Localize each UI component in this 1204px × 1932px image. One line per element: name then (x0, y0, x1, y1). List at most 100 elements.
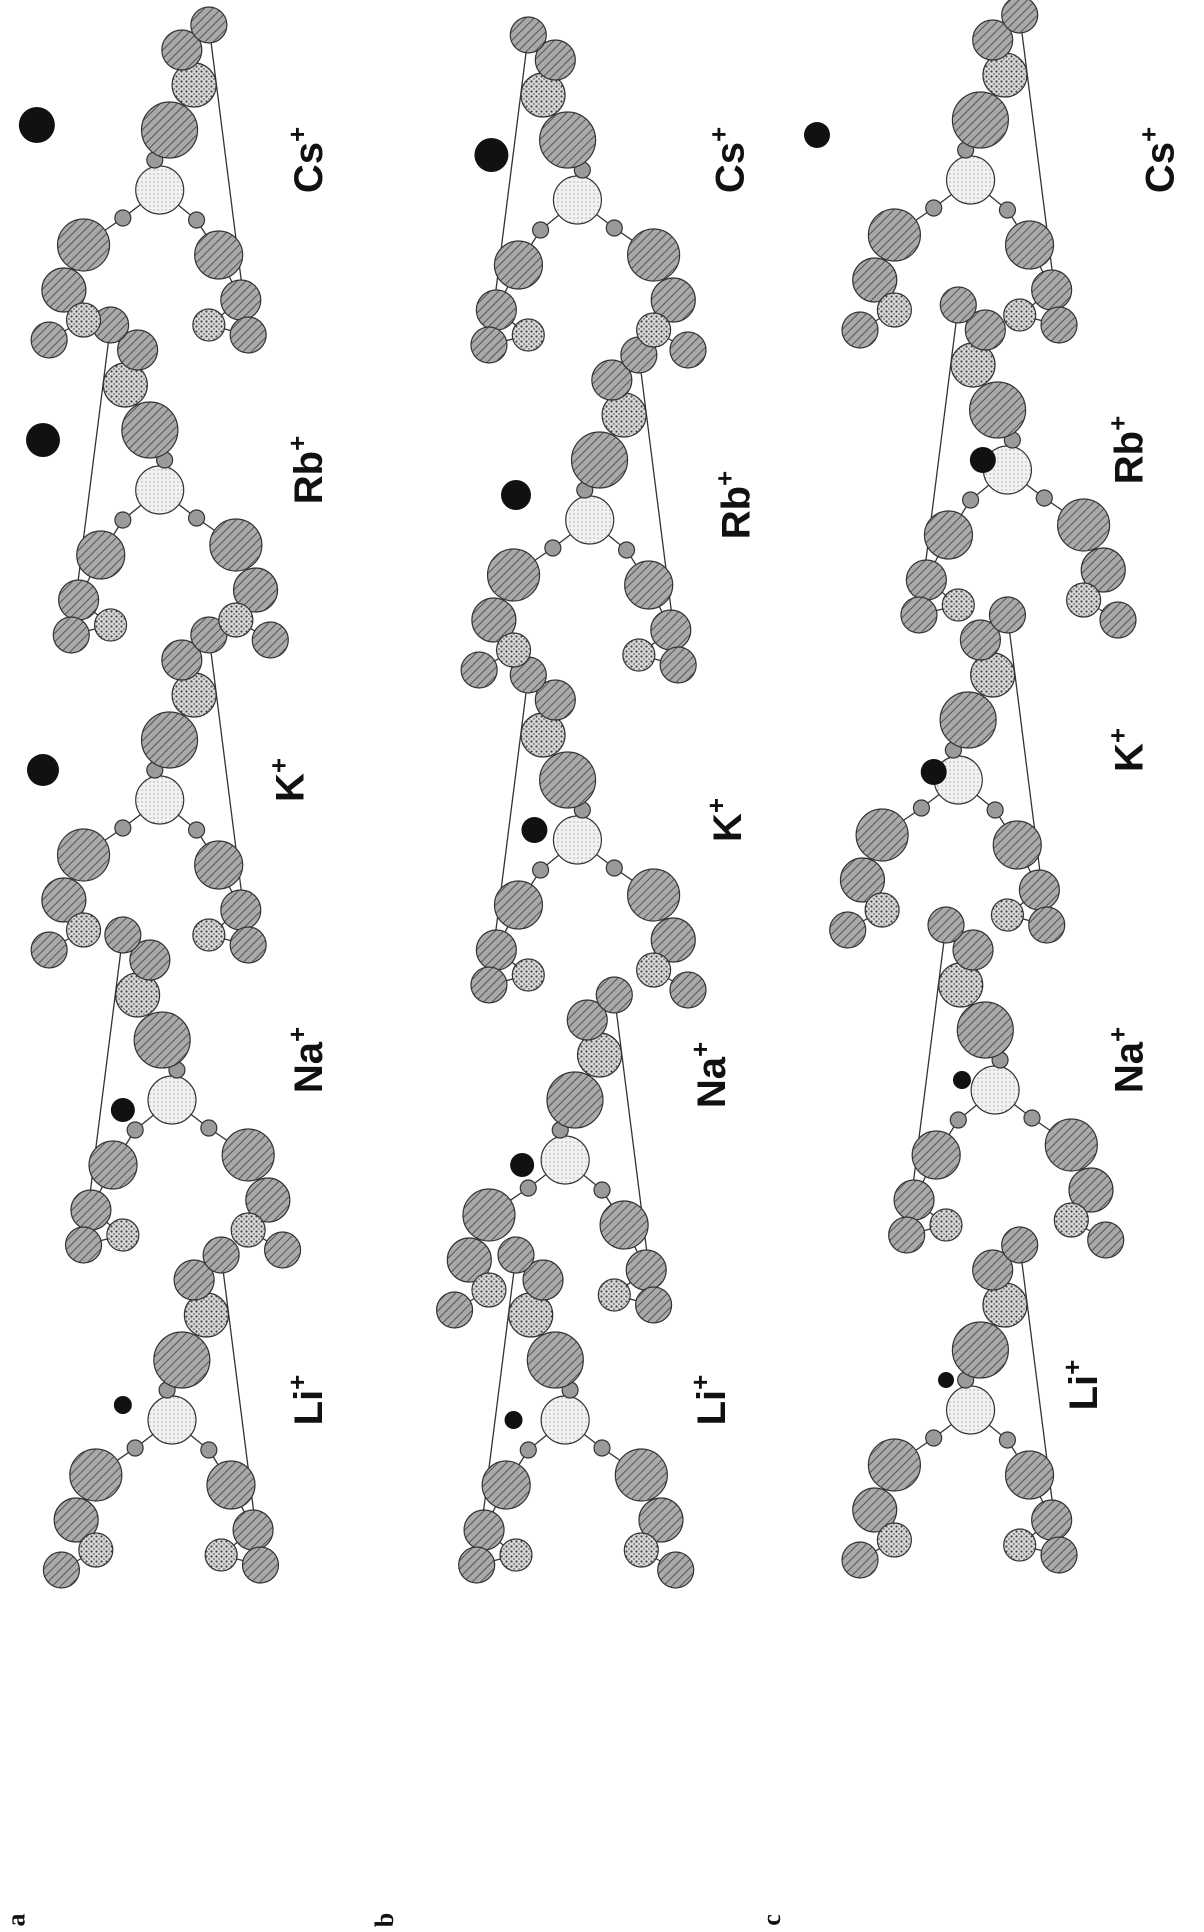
atom (252, 622, 288, 658)
atom (1045, 1119, 1097, 1171)
atom (482, 1461, 530, 1509)
metal-ion (921, 759, 947, 785)
atom (566, 496, 614, 544)
atom (1054, 1203, 1088, 1237)
atom (600, 1201, 648, 1249)
metal-ion (27, 754, 59, 786)
atom (461, 652, 497, 688)
atom (79, 1533, 113, 1567)
atom (901, 597, 937, 633)
atom (991, 899, 1023, 931)
atom (207, 1461, 255, 1509)
ion-symbol: Cs (708, 142, 752, 193)
atom (889, 1217, 925, 1253)
atom (201, 1442, 217, 1458)
molecule (471, 17, 706, 368)
atom (540, 112, 596, 168)
ion-charge: + (1103, 416, 1133, 431)
atom (464, 1510, 504, 1550)
atom (494, 881, 542, 929)
atom (952, 1322, 1008, 1378)
ion-symbol: K (268, 773, 312, 802)
atom (66, 1227, 102, 1263)
atom (242, 1547, 278, 1583)
atom (940, 692, 996, 748)
panel-letter: b (370, 1913, 399, 1927)
molecule (842, 1227, 1077, 1578)
metal-ion (114, 1396, 132, 1414)
atom (127, 1122, 143, 1138)
atom (533, 222, 549, 238)
atom (193, 309, 225, 341)
atom (189, 212, 205, 228)
atom (222, 1129, 274, 1181)
atom (877, 1523, 911, 1557)
atom (1002, 1227, 1038, 1263)
atom (498, 1237, 534, 1273)
atom (1004, 1529, 1036, 1561)
atom (105, 917, 141, 953)
atom (928, 907, 964, 943)
atom (510, 17, 546, 53)
atom (1032, 270, 1072, 310)
atom (625, 561, 673, 609)
atom (77, 531, 125, 579)
atom (136, 166, 184, 214)
atom (210, 519, 262, 571)
atom (195, 841, 243, 889)
atom (1002, 0, 1038, 33)
atom (926, 200, 942, 216)
molecule (830, 597, 1065, 948)
atom (541, 1396, 589, 1444)
atom (1088, 1222, 1124, 1258)
ion-symbol: Cs (287, 142, 331, 193)
molecule (19, 7, 266, 358)
metal-ion (938, 1372, 954, 1388)
panel-letter: a (2, 1914, 31, 1927)
atom (1100, 602, 1136, 638)
ion-symbol: Li (287, 1390, 331, 1426)
atom (598, 1279, 630, 1311)
ion-label: Li+ (685, 1375, 734, 1426)
atom (553, 176, 601, 224)
atom (58, 829, 110, 881)
atom (527, 1332, 583, 1388)
atom (658, 1552, 694, 1588)
atom (952, 92, 1008, 148)
metal-ion (505, 1411, 523, 1429)
molecule (43, 1237, 278, 1588)
atom (476, 290, 516, 330)
atom (520, 1180, 536, 1196)
atom (894, 1180, 934, 1220)
atom (230, 317, 266, 353)
atom (957, 1002, 1013, 1058)
ion-symbol: K (706, 813, 750, 842)
atom (842, 312, 878, 348)
atom (471, 327, 507, 363)
atom (963, 492, 979, 508)
ion-label: Cs+ (282, 127, 331, 193)
atom (195, 231, 243, 279)
atom (59, 580, 99, 620)
ion-label: K+ (263, 758, 312, 802)
atom (115, 210, 131, 226)
atom (940, 287, 976, 323)
atom (942, 589, 974, 621)
molecule (461, 337, 696, 688)
atom (189, 822, 205, 838)
atom (67, 303, 101, 337)
atom (868, 1439, 920, 1491)
atom (142, 712, 198, 768)
atom (512, 319, 544, 351)
ion-charge: + (685, 1375, 715, 1390)
ion-charge: + (709, 471, 739, 486)
atom (993, 821, 1041, 869)
atom (53, 617, 89, 653)
atom (58, 219, 110, 271)
atom (947, 1386, 995, 1434)
atom (830, 912, 866, 948)
atom (219, 603, 253, 637)
metal-ion (521, 817, 547, 843)
figure: aLi+Na+K+Rb+Cs+bLi+Na+K+Rb+Cs+cLi+Na+K+R… (0, 0, 1204, 1932)
atom (205, 1539, 237, 1571)
